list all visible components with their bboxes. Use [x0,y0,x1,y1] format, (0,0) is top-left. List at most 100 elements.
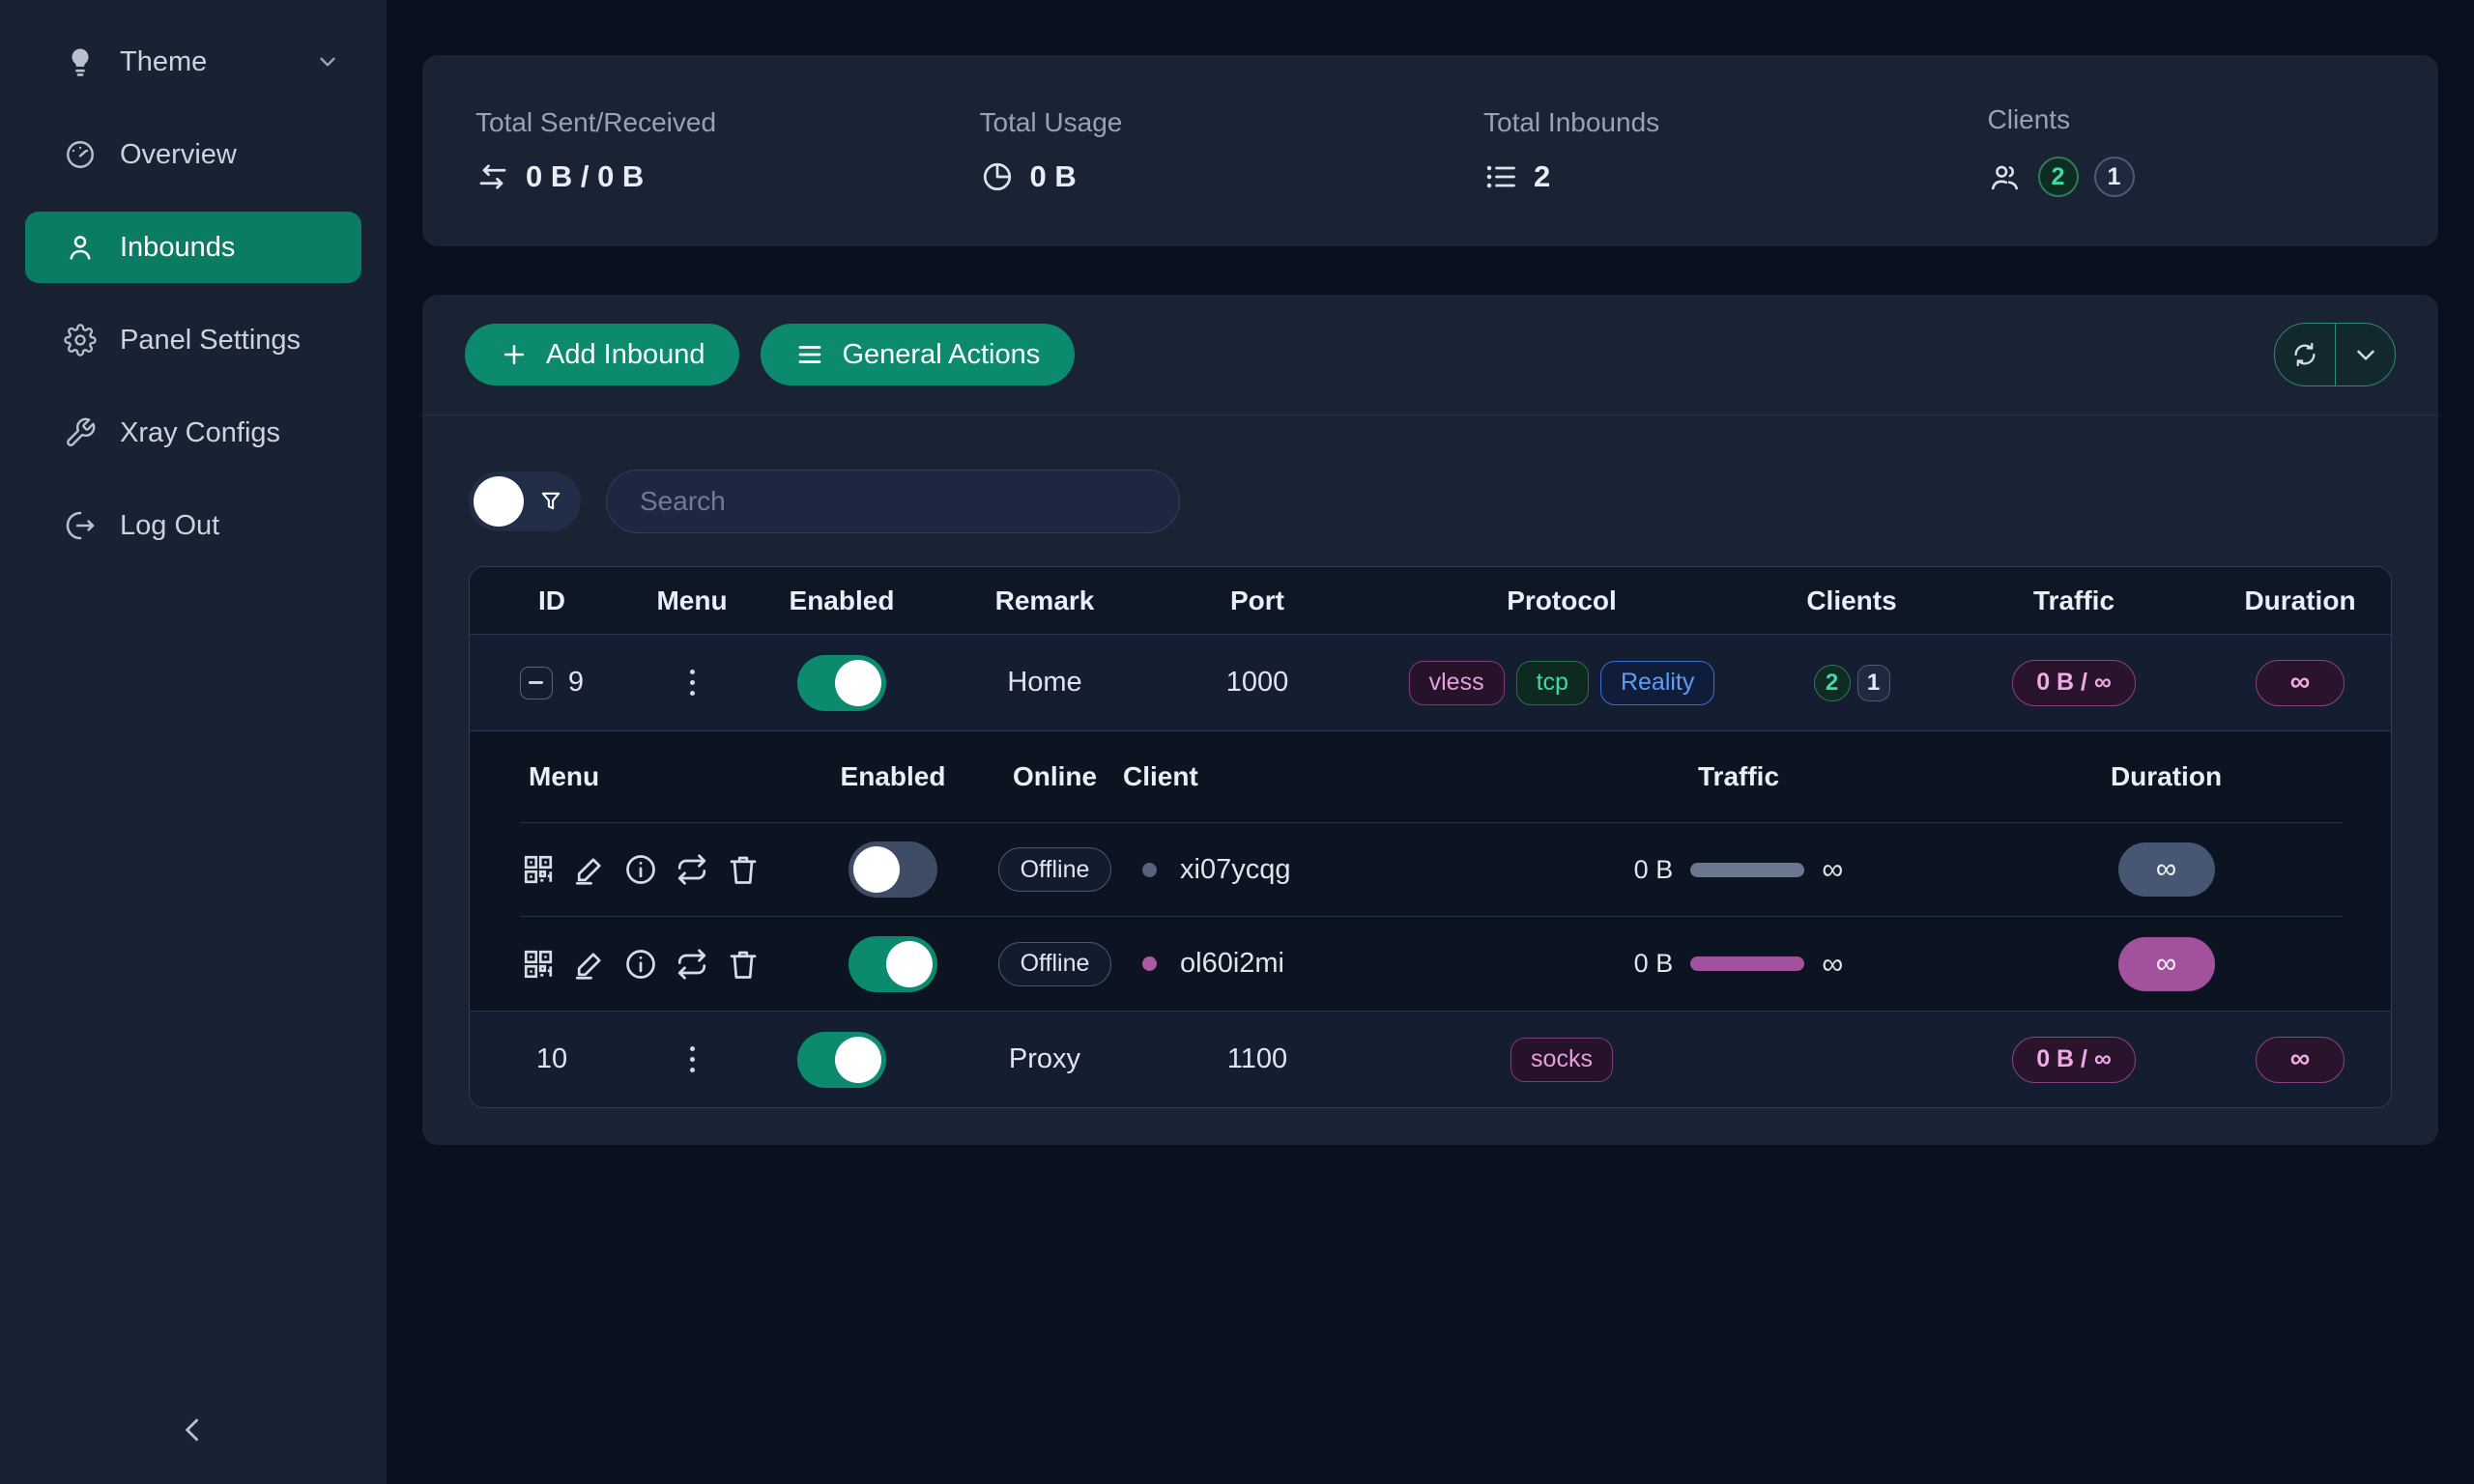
general-actions-button[interactable]: General Actions [761,324,1076,385]
row-menu-button[interactable] [684,664,701,701]
duration-pill: ∞ [2117,936,2215,991]
client-name: xi07ycqg [1180,853,1291,885]
inbound-row: 10 Proxy 1100 socks 0 B / ∞ ∞ [470,1011,2391,1107]
inbound-port: 1000 [1225,667,1289,698]
col-traffic: Traffic [1697,761,1780,791]
search-input[interactable] [606,470,1180,533]
duration-pill: ∞ [2256,659,2345,706]
stats-card: Total Sent/Received 0 B / 0 B Total Usag… [422,55,2438,246]
inbound-enabled-toggle[interactable] [797,1031,886,1088]
inbounds-toolbar: Add Inbound General Actions [422,295,2438,415]
trash-icon[interactable] [726,947,761,982]
sidebar-item-logout[interactable]: Log Out [25,490,361,561]
duration-pill: ∞ [2256,1036,2345,1083]
chevron-down-icon [2351,340,2380,369]
col-online: Online [1012,761,1098,791]
row-menu-button[interactable] [684,1041,701,1078]
refresh-options-button[interactable] [2335,324,2395,385]
toggle-knob [474,476,524,527]
chevron-left-icon [186,1418,198,1441]
stat-total-usage: Total Usage 0 B [927,107,1431,194]
sidebar-item-label: Inbounds [120,231,236,263]
search-row [469,470,2392,533]
clients-total-badge: 1 [1856,664,1890,701]
person-icon [64,231,97,264]
inbound-id: 10 [535,1043,568,1074]
sidebar: Theme Overview Inbounds [0,0,387,1484]
stat-value: 2 [1534,159,1551,193]
stat-total-inbounds: Total Inbounds 2 [1430,107,1935,194]
client-status-dot [1142,956,1157,971]
sidebar-item-label: Log Out [120,509,220,541]
traffic-progress-bar [1690,956,1805,971]
client-name: ol60i2mi [1180,948,1284,979]
pie-chart-icon [980,159,1015,194]
col-client: Client [1123,761,1198,791]
protocol-tag: tcp [1515,660,1589,705]
gauge-icon [64,138,97,171]
client-status-dot [1142,862,1157,877]
info-icon[interactable] [623,947,658,982]
hamburger-icon [795,340,824,369]
stat-label: Clients [1987,104,2071,134]
stat-value: 0 B [1029,159,1077,193]
refresh-button[interactable] [2275,324,2335,385]
col-menu: Menu [529,761,600,791]
col-enabled: Enabled [840,761,946,791]
inbound-remark: Home [1007,667,1082,698]
traffic-used: 0 B [1633,949,1674,978]
protocol-tag: Reality [1599,660,1715,705]
filter-icon [537,488,564,515]
col-port: Port [1230,585,1284,615]
clients-online-badge: 2 [2037,157,2079,197]
stat-value: 0 B / 0 B [526,159,645,193]
add-inbound-button[interactable]: Add Inbound [465,324,740,385]
inbound-enabled-toggle[interactable] [797,654,886,711]
reset-traffic-icon[interactable] [675,852,709,887]
sidebar-item-overview[interactable]: Overview [25,119,361,190]
theme-selector[interactable]: Theme [25,26,361,98]
online-status-badge: Offline [997,941,1112,986]
client-row: Offline xi07ycqg 0 B ∞ ∞ [521,823,2343,917]
collapse-minus-icon[interactable] [519,666,553,699]
qr-code-icon[interactable] [521,852,556,887]
client-row: Offline ol60i2mi 0 B ∞ ∞ [521,917,2343,1011]
reset-traffic-icon[interactable] [675,947,709,982]
traffic-used: 0 B [1633,854,1674,884]
list-icon [1483,159,1518,194]
inbound-row: 9 Home 1000 vless tcp Reality 2 [470,635,2391,731]
sidebar-item-label: Panel Settings [120,324,302,356]
col-protocol: Protocol [1507,585,1617,615]
client-enabled-toggle[interactable] [849,935,937,992]
info-icon[interactable] [623,852,658,887]
inbound-id: 9 [567,667,585,698]
stat-label: Total Sent/Received [475,107,717,137]
chevron-down-icon [315,49,340,74]
trash-icon[interactable] [726,852,761,887]
edit-icon[interactable] [572,947,607,982]
filter-toggle[interactable] [469,471,581,531]
col-traffic: Traffic [2032,585,2115,615]
protocol-tag: vless [1408,660,1505,705]
panel-body: ID Menu Enabled Remark Port Protocol Cli… [422,415,2438,1108]
qr-code-icon[interactable] [521,947,556,982]
edit-icon[interactable] [572,852,607,887]
client-enabled-toggle[interactable] [849,842,937,898]
inbounds-table: ID Menu Enabled Remark Port Protocol Cli… [469,566,2392,1108]
sidebar-item-inbounds[interactable]: Inbounds [25,212,361,283]
inbound-remark: Proxy [1008,1043,1081,1074]
sidebar-item-xray-configs[interactable]: Xray Configs [25,397,361,469]
col-menu: Menu [656,585,728,615]
traffic-pill: 0 B / ∞ [2012,659,2136,706]
clients-deactive-badge: 1 [2093,157,2135,197]
traffic-pill: 0 B / ∞ [2012,1036,2136,1083]
protocol-tag: socks [1510,1037,1613,1082]
stat-label: Total Usage [979,107,1123,137]
transfer-arrows-icon [475,159,510,194]
sidebar-collapse-button[interactable] [164,1401,222,1459]
col-duration: Duration [2110,761,2223,791]
people-icon [1988,159,2023,194]
clients-online-badge: 2 [1813,664,1851,701]
sidebar-item-panel-settings[interactable]: Panel Settings [25,304,361,376]
